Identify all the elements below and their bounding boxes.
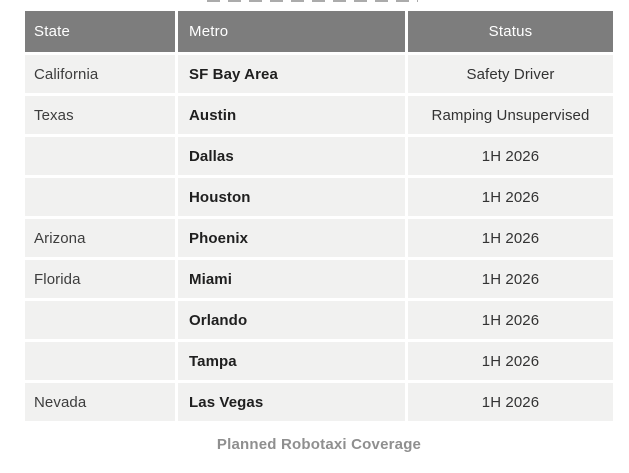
table-row: Nevada Las Vegas 1H 2026 — [25, 380, 613, 421]
table-row: California SF Bay Area Safety Driver — [25, 52, 613, 93]
robotaxi-coverage-table: State Metro Status California SF Bay Are… — [25, 11, 613, 421]
table-row: Florida Miami 1H 2026 — [25, 257, 613, 298]
cell-metro: Austin — [175, 93, 405, 134]
cell-metro: Las Vegas — [175, 380, 405, 421]
table-row: Houston 1H 2026 — [25, 175, 613, 216]
cell-status: 1H 2026 — [405, 257, 613, 298]
cell-state: Texas — [25, 93, 175, 134]
table-row: Tampa 1H 2026 — [25, 339, 613, 380]
cell-state — [25, 339, 175, 380]
column-header-state: State — [25, 11, 175, 52]
table-row: Orlando 1H 2026 — [25, 298, 613, 339]
table-row: Dallas 1H 2026 — [25, 134, 613, 175]
cell-status: Ramping Unsupervised — [405, 93, 613, 134]
cell-state: Arizona — [25, 216, 175, 257]
cell-state — [25, 134, 175, 175]
column-header-status: Status — [405, 11, 613, 52]
cell-status: 1H 2026 — [405, 339, 613, 380]
cell-status: Safety Driver — [405, 52, 613, 93]
cell-state: Florida — [25, 257, 175, 298]
cell-metro: Houston — [175, 175, 405, 216]
table-header-row: State Metro Status — [25, 11, 613, 52]
cell-metro: Tampa — [175, 339, 405, 380]
cell-state: California — [25, 52, 175, 93]
cell-state — [25, 298, 175, 339]
cell-metro: Orlando — [175, 298, 405, 339]
cell-state — [25, 175, 175, 216]
cell-metro: Miami — [175, 257, 405, 298]
cell-metro: Phoenix — [175, 216, 405, 257]
cell-status: 1H 2026 — [405, 298, 613, 339]
column-header-metro: Metro — [175, 11, 405, 52]
cell-metro: SF Bay Area — [175, 52, 405, 93]
cell-status: 1H 2026 — [405, 134, 613, 175]
cell-status: 1H 2026 — [405, 380, 613, 421]
cell-state: Nevada — [25, 380, 175, 421]
table-row: Arizona Phoenix 1H 2026 — [25, 216, 613, 257]
table-caption: Planned Robotaxi Coverage — [216, 436, 422, 453]
cell-status: 1H 2026 — [405, 175, 613, 216]
cell-status: 1H 2026 — [405, 216, 613, 257]
table-row: Texas Austin Ramping Unsupervised — [25, 93, 613, 134]
cropped-title-remnant — [207, 0, 418, 2]
cell-metro: Dallas — [175, 134, 405, 175]
